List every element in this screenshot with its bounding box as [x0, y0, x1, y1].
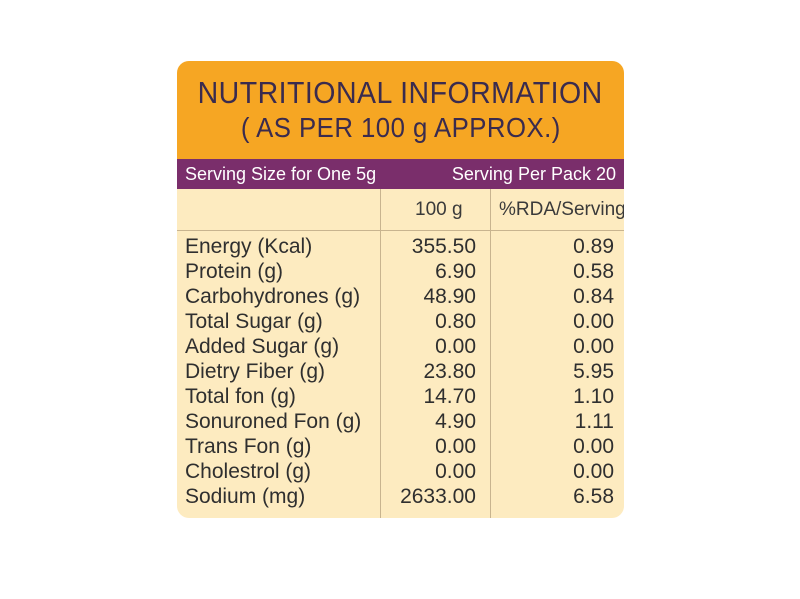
label-subtitle: ( AS PER 100 g APPROX.): [240, 112, 561, 143]
nutrient-name: Carbohydrones (g): [185, 284, 361, 308]
column-header-per100: 100 g: [415, 199, 463, 220]
nutrient-name: Protein (g): [185, 259, 284, 283]
nutrient-per100-value: 14.70: [423, 384, 476, 408]
serving-size-label: Serving Size for One 5g: [185, 163, 377, 184]
nutrient-per100-value: 0.00: [435, 334, 476, 358]
serving-per-pack-label: Serving Per Pack 20: [451, 163, 616, 184]
nutrient-per100-value: 0.00: [435, 434, 476, 458]
nutrient-rda-value: 0.00: [573, 434, 614, 458]
nutrient-row: Sonuroned Fon (g) 4.90 1.11: [177, 409, 624, 434]
nutrient-row: Added Sugar (g) 0.00 0.00: [177, 334, 624, 359]
nutrient-per100-value: 2633.00: [400, 484, 476, 508]
nutrient-name: Added Sugar (g): [185, 334, 340, 358]
nutrient-rda-value: 0.89: [573, 234, 614, 258]
nutrient-rda-value: 0.00: [573, 334, 614, 358]
nutrition-label: NUTRITIONAL INFORMATION ( AS PER 100 g A…: [177, 61, 624, 518]
nutrient-name: Energy (Kcal): [185, 234, 313, 258]
nutrient-rows: Energy (Kcal) 355.50 0.89 Protein (g) 6.90 0.…: [177, 234, 624, 509]
nutrient-row: Energy (Kcal) 355.50 0.89: [177, 234, 624, 259]
nutrient-name: Total fon (g): [185, 384, 296, 408]
nutrient-row: Protein (g) 6.90 0.58: [177, 259, 624, 284]
nutrient-rda-value: 0.84: [573, 284, 614, 308]
nutrient-row: Total Sugar (g) 0.80 0.00: [177, 309, 624, 334]
nutrient-name: Total Sugar (g): [185, 309, 323, 333]
column-header-rda: %RDA/Serving: [499, 199, 624, 220]
label-header: NUTRITIONAL INFORMATION ( AS PER 100 g A…: [177, 61, 624, 159]
nutrient-rda-value: 0.00: [573, 309, 614, 333]
nutrient-row: Total fon (g) 14.70 1.10: [177, 384, 624, 409]
nutrient-row: Dietry Fiber (g) 23.80 5.95: [177, 359, 624, 384]
column-divider: [490, 189, 491, 518]
nutrient-rda-value: 1.11: [574, 409, 614, 433]
nutrient-per100-value: 0.00: [435, 459, 476, 483]
nutrient-rda-value: 1.10: [573, 384, 614, 408]
nutrient-per100-value: 355.50: [411, 234, 476, 258]
nutrient-per100-value: 0.80: [435, 309, 476, 333]
nutrient-name: Cholestrol (g): [185, 459, 312, 483]
nutrient-name: Trans Fon (g): [185, 434, 312, 458]
nutrient-rda-value: 0.00: [573, 459, 614, 483]
nutrient-table: 100 g %RDA/Serving Energy (Kcal) 355.50 0.…: [177, 189, 624, 518]
column-divider: [380, 189, 381, 518]
header-divider: [177, 230, 624, 231]
nutrient-per100-value: 4.90: [435, 409, 476, 433]
nutrient-per100-value: 23.80: [423, 359, 476, 383]
nutrient-rda-value: 0.58: [573, 259, 614, 283]
nutrient-row: Sodium (mg) 2633.00 6.58: [177, 484, 624, 509]
nutrient-name: Dietry Fiber (g): [185, 359, 326, 383]
nutrient-rda-value: 6.58: [573, 484, 614, 508]
serving-bar: Serving Size for One 5g Serving Per Pack…: [177, 159, 624, 189]
label-title: NUTRITIONAL INFORMATION: [197, 75, 604, 110]
nutrient-row: Trans Fon (g) 0.00 0.00: [177, 434, 624, 459]
nutrient-per100-value: 48.90: [423, 284, 476, 308]
nutrient-rda-value: 5.95: [573, 359, 614, 383]
nutrient-row: Cholestrol (g) 0.00 0.00: [177, 459, 624, 484]
nutrient-per100-value: 6.90: [435, 259, 476, 283]
nutrient-name: Sodium (mg): [185, 484, 306, 508]
nutrient-name: Sonuroned Fon (g): [185, 409, 362, 433]
nutrient-row: Carbohydrones (g) 48.90 0.84: [177, 284, 624, 309]
